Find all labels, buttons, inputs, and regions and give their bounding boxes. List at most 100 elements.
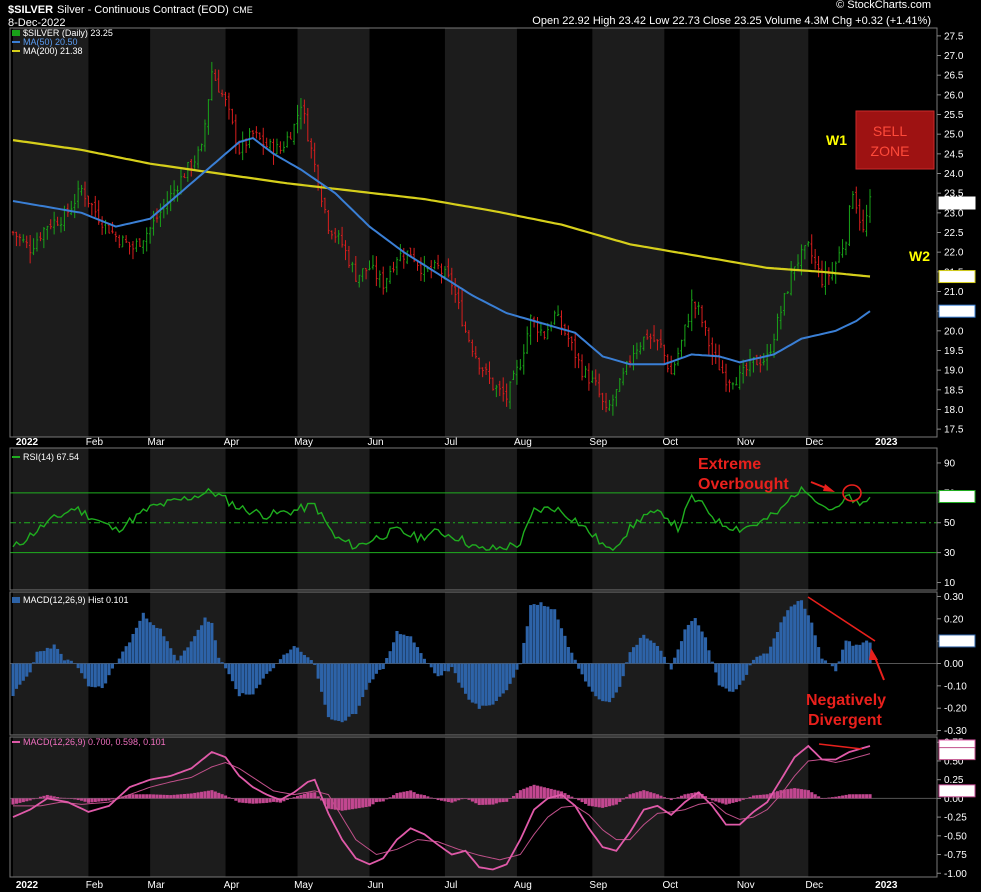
header-name: Silver - Continuous Contract (EOD) (57, 4, 229, 16)
y-tick-label: 0.25 (944, 775, 964, 786)
macd-diff-bar (299, 794, 303, 799)
y-tick-label: 21.0 (944, 287, 964, 298)
y-tick-label: 25.0 (944, 130, 964, 141)
macd-diff-bar (539, 786, 543, 799)
macd-hist-bar (676, 649, 680, 664)
macd-hist-bar (35, 651, 39, 664)
macd-diff-bar (498, 798, 502, 803)
macd-diff-bar (196, 792, 200, 799)
month-label: 2022 (16, 880, 39, 891)
macd-diff-bar (731, 798, 735, 803)
macd-hist-bar (474, 663, 478, 704)
month-label: Apr (224, 880, 240, 891)
y-tick-label: 0.30 (944, 592, 964, 603)
macd-hist-bar (224, 663, 228, 669)
macd-diff-bar (429, 797, 433, 799)
macd-hist-bar (292, 646, 296, 664)
macd-diff-bar (275, 798, 279, 803)
macd-diff-bar (100, 798, 104, 802)
macd-diff-bar (577, 798, 581, 801)
macd-hist-bar (679, 641, 684, 664)
macd-diff-bar (326, 798, 330, 809)
macd-hist-bar (333, 663, 337, 721)
macd-hist-bar (494, 663, 498, 701)
macd-hist-bar (388, 651, 392, 664)
macd-hist-bar (734, 663, 738, 690)
last-value-label: 0.598 (943, 750, 968, 761)
macd-hist-bar (254, 663, 258, 689)
macd-hist-bar (138, 620, 142, 664)
month-label: 2022 (16, 437, 39, 448)
macd-diff-bar (155, 794, 159, 799)
macd-diff-bar (762, 794, 766, 799)
macd-hist-bar (107, 663, 111, 676)
macd-diff-bar (570, 796, 574, 799)
y-tick-label: 20.0 (944, 326, 964, 337)
macd-diff-bar (330, 798, 334, 810)
macd-hist-bar (354, 663, 358, 715)
header-exchange: CME (233, 5, 253, 15)
legend-ma200: MA(200) 21.38 (23, 46, 83, 56)
macd-hist-bar (433, 663, 437, 674)
macd-hist-bar (42, 650, 46, 664)
macd-hist-bar (601, 663, 605, 702)
wave-label-w2: W2 (909, 248, 930, 264)
macd-hist-bar (546, 606, 550, 664)
macd-diff-bar (131, 794, 135, 799)
macd-hist-bar (659, 650, 663, 664)
y-tick-label: 18.0 (944, 405, 964, 416)
macd-hist-bar (80, 663, 84, 674)
macd-diff-bar (128, 794, 132, 799)
macd-diff-bar (258, 798, 262, 804)
macd-diff-bar (206, 790, 210, 799)
last-value-box (938, 270, 976, 284)
macd-diff-bar (18, 798, 22, 803)
panel-frame (9, 447, 938, 591)
macd-hist-bar (241, 663, 245, 694)
macd-diff-bar (841, 795, 845, 799)
macd-hist-bar (570, 652, 574, 664)
macd-diff-bar (138, 794, 142, 799)
macd-hist-bar (350, 663, 354, 715)
macd-diff-bar (793, 788, 797, 799)
macd-diff-bar (179, 794, 183, 799)
macd-diff-bar (515, 793, 519, 799)
extreme-overbought-line2: Overbought (698, 476, 789, 493)
macd-hist-bar (83, 663, 87, 679)
month-label: Aug (514, 880, 532, 891)
macd-hist-bar (666, 662, 670, 664)
macd-hist-bar (487, 663, 492, 706)
macd-hist-bar (302, 655, 306, 664)
macd-diff-bar (758, 794, 762, 799)
macd-hist-bar (450, 663, 454, 668)
macd-hist-bar (206, 621, 210, 664)
overbought-arrow-head (823, 484, 835, 492)
last-value-box (938, 304, 976, 318)
macd-hist-bar (638, 637, 642, 664)
month-band (150, 448, 226, 590)
macd-diff-bar (56, 797, 60, 799)
macd-hist-bar (248, 663, 252, 695)
last-value-label: 0.101 (943, 637, 968, 648)
macd-diff-bar (344, 798, 348, 811)
macd-hist-bar (200, 625, 204, 664)
macd-hist-bar (258, 663, 262, 685)
macd-diff-bar (597, 798, 601, 808)
macd-hist-bar (481, 663, 485, 706)
rsi-line (12, 485, 871, 552)
macd-diff-bar (703, 796, 708, 799)
macd-diff-bar (491, 798, 495, 805)
macd-diff-bar (220, 794, 224, 799)
macd-diff-bar (847, 794, 852, 799)
macd-hist-bar (851, 645, 855, 664)
macd-diff-bar (556, 790, 560, 799)
macd-hist-bar (553, 609, 557, 664)
macd-hist-bar (234, 663, 238, 690)
macd-diff-bar (49, 795, 53, 799)
macd-diff-bar (861, 794, 865, 799)
extreme-overbought-line1: Extreme (698, 456, 761, 473)
macd-diff-bar (453, 798, 457, 802)
month-label: Sep (589, 880, 607, 891)
macd-hist-bar (628, 652, 632, 664)
macd-hist-bar (861, 642, 865, 664)
